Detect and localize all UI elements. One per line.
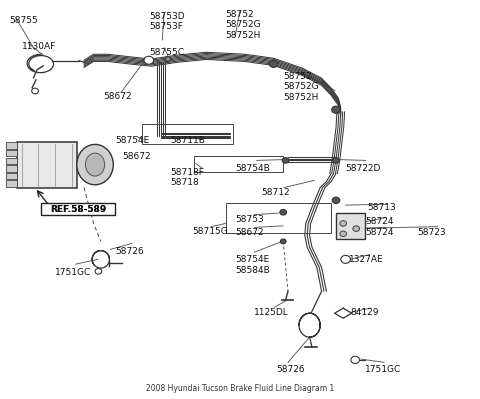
- FancyBboxPatch shape: [17, 142, 77, 188]
- FancyBboxPatch shape: [6, 150, 17, 156]
- Circle shape: [269, 60, 278, 67]
- Circle shape: [282, 158, 289, 163]
- Text: 1327AE: 1327AE: [349, 255, 384, 265]
- Circle shape: [144, 56, 154, 64]
- Text: 58715G: 58715G: [192, 227, 228, 236]
- Text: 58754E
58584B: 58754E 58584B: [235, 255, 270, 275]
- Ellipse shape: [77, 144, 113, 185]
- Circle shape: [332, 197, 340, 203]
- Circle shape: [280, 239, 286, 244]
- Circle shape: [95, 269, 102, 274]
- Text: 58672: 58672: [103, 92, 132, 101]
- Text: 58726: 58726: [276, 365, 305, 374]
- Text: 58726: 58726: [115, 247, 144, 256]
- Text: 58711B: 58711B: [170, 136, 205, 145]
- Circle shape: [32, 88, 38, 94]
- Text: 58752
58752G
58752H: 58752 58752G 58752H: [283, 72, 319, 102]
- Text: 1751GC: 1751GC: [55, 268, 92, 277]
- Ellipse shape: [85, 153, 105, 176]
- Text: 58753: 58753: [235, 215, 264, 224]
- FancyBboxPatch shape: [6, 165, 17, 172]
- FancyBboxPatch shape: [6, 142, 17, 149]
- Text: 58724: 58724: [366, 217, 394, 227]
- FancyBboxPatch shape: [6, 180, 17, 187]
- Text: 58722D: 58722D: [346, 164, 381, 173]
- Text: 58753D
58753F: 58753D 58753F: [149, 12, 184, 32]
- Text: 84129: 84129: [350, 308, 379, 317]
- Circle shape: [341, 255, 350, 263]
- Text: 58718F
58718: 58718F 58718: [170, 168, 204, 187]
- Circle shape: [165, 57, 171, 61]
- Text: 58755: 58755: [10, 16, 38, 25]
- Circle shape: [340, 221, 347, 226]
- Text: 58672: 58672: [122, 152, 151, 161]
- Text: 58712: 58712: [262, 188, 290, 197]
- Text: 58713: 58713: [367, 203, 396, 213]
- Text: 58723: 58723: [418, 228, 446, 237]
- FancyBboxPatch shape: [336, 213, 365, 239]
- Text: REF.58-589: REF.58-589: [50, 205, 106, 213]
- Text: 58754E: 58754E: [115, 136, 149, 145]
- Text: 58724: 58724: [366, 228, 394, 237]
- Circle shape: [353, 226, 360, 231]
- Circle shape: [333, 158, 339, 163]
- Text: 58755C: 58755C: [149, 48, 184, 57]
- FancyBboxPatch shape: [6, 173, 17, 179]
- Circle shape: [332, 106, 340, 113]
- Text: 1130AF: 1130AF: [22, 42, 56, 51]
- Text: 1125DL: 1125DL: [254, 308, 289, 317]
- Circle shape: [280, 209, 287, 215]
- Text: 58672: 58672: [235, 228, 264, 237]
- FancyBboxPatch shape: [41, 203, 115, 215]
- Text: REF.58-589: REF.58-589: [50, 205, 106, 213]
- Text: 58754B: 58754B: [235, 164, 270, 173]
- FancyBboxPatch shape: [6, 158, 17, 164]
- Text: 1751GC: 1751GC: [365, 365, 401, 374]
- Circle shape: [351, 356, 360, 363]
- Text: 58752
58752G
58752H: 58752 58752G 58752H: [226, 10, 261, 40]
- Text: 2008 Hyundai Tucson Brake Fluid Line Diagram 1: 2008 Hyundai Tucson Brake Fluid Line Dia…: [146, 384, 334, 393]
- Circle shape: [340, 231, 347, 237]
